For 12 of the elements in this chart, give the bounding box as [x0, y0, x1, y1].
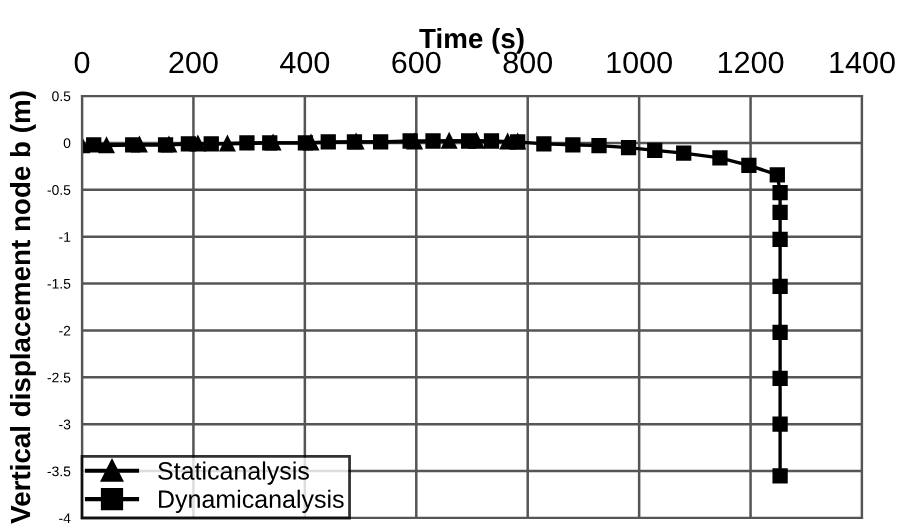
x-tick-label: 200	[169, 51, 218, 74]
legend-label: Dynamicanalysis	[159, 489, 344, 513]
x-tick-label: 1200	[718, 51, 784, 74]
x-axis-title: Time (s)	[419, 27, 524, 54]
legend-label: Staticanalysis	[158, 461, 309, 485]
y-axis-title: Vertical displacement node b (m)	[9, 91, 36, 524]
x-tick-label: 0	[74, 51, 90, 74]
x-tick-label: 600	[392, 51, 441, 74]
x-tick-label: 1000	[607, 51, 672, 74]
x-tick-label: 400	[280, 51, 330, 74]
x-tick-label: 1400	[830, 51, 895, 74]
x-tick-label: 800	[503, 51, 553, 74]
